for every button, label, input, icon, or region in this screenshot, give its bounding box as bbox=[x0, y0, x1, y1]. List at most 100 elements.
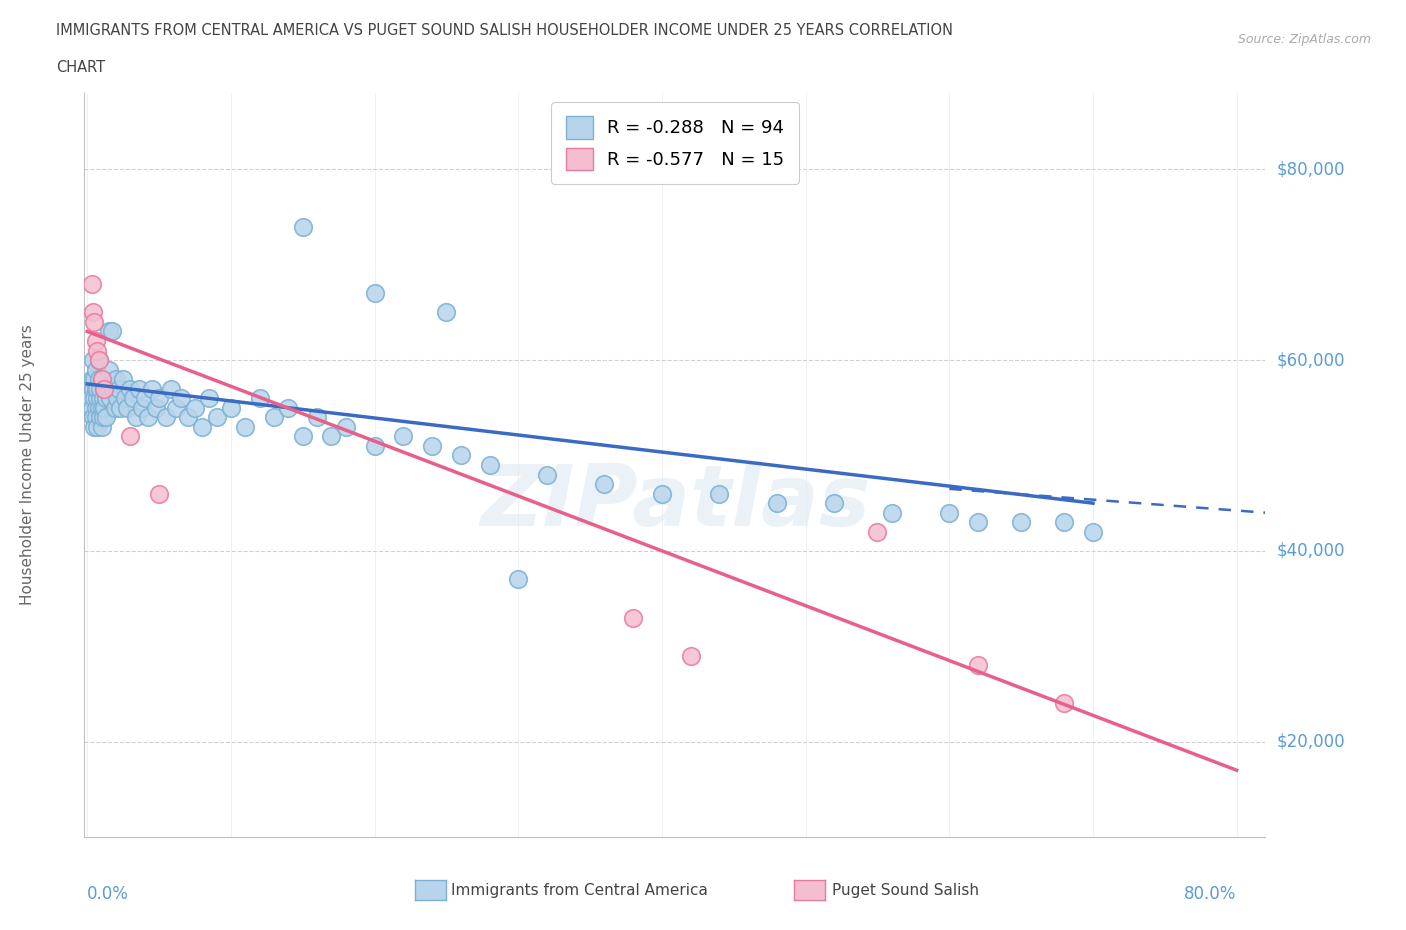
Point bbox=[83, 372, 105, 387]
Point bbox=[134, 391, 156, 405]
Point bbox=[436, 305, 458, 320]
Point bbox=[165, 400, 187, 415]
Point bbox=[82, 410, 104, 425]
Point bbox=[136, 410, 159, 425]
Point bbox=[110, 400, 132, 415]
Point bbox=[93, 381, 115, 396]
Point bbox=[191, 419, 214, 434]
Point bbox=[79, 391, 101, 405]
Point bbox=[621, 610, 644, 625]
Point bbox=[233, 419, 256, 434]
Point bbox=[84, 334, 107, 349]
Point bbox=[263, 410, 285, 425]
Point bbox=[307, 410, 329, 425]
Point bbox=[87, 352, 110, 367]
Point bbox=[145, 400, 167, 415]
Point bbox=[335, 419, 357, 434]
Point bbox=[97, 362, 120, 377]
Point bbox=[155, 410, 177, 425]
Text: Puget Sound Salish: Puget Sound Salish bbox=[832, 883, 980, 897]
Point bbox=[159, 381, 181, 396]
Point bbox=[84, 410, 107, 425]
Point bbox=[86, 343, 108, 358]
Point bbox=[880, 505, 903, 520]
Point bbox=[967, 515, 990, 530]
Point bbox=[205, 410, 228, 425]
Point bbox=[148, 486, 170, 501]
Point bbox=[219, 400, 242, 415]
Point bbox=[103, 400, 125, 415]
Point bbox=[97, 324, 120, 339]
Point bbox=[823, 496, 845, 511]
Point bbox=[82, 381, 104, 396]
Point bbox=[89, 410, 111, 425]
Text: $80,000: $80,000 bbox=[1277, 160, 1346, 179]
Text: Householder Income Under 25 years: Householder Income Under 25 years bbox=[20, 325, 35, 605]
Point bbox=[93, 381, 115, 396]
Point bbox=[125, 410, 148, 425]
Point bbox=[87, 400, 110, 415]
Point bbox=[363, 438, 385, 453]
Point bbox=[131, 400, 153, 415]
Point bbox=[90, 400, 112, 415]
Point bbox=[83, 314, 105, 329]
Text: 0.0%: 0.0% bbox=[87, 884, 129, 903]
Point bbox=[766, 496, 789, 511]
Point bbox=[80, 400, 103, 415]
Point bbox=[86, 391, 108, 405]
Point bbox=[90, 419, 112, 434]
Point bbox=[508, 572, 530, 587]
Point bbox=[450, 448, 472, 463]
Point bbox=[89, 381, 111, 396]
Point bbox=[90, 372, 112, 387]
Point bbox=[86, 419, 108, 434]
Point bbox=[80, 276, 103, 291]
Point bbox=[938, 505, 960, 520]
Point bbox=[141, 381, 163, 396]
Text: $60,000: $60,000 bbox=[1277, 352, 1346, 369]
Point bbox=[593, 477, 616, 492]
Point bbox=[148, 391, 170, 405]
Point bbox=[107, 391, 129, 405]
Text: ZIPatlas: ZIPatlas bbox=[479, 460, 870, 544]
Point bbox=[83, 419, 105, 434]
Text: $40,000: $40,000 bbox=[1277, 542, 1346, 560]
Point bbox=[117, 400, 139, 415]
Text: 80.0%: 80.0% bbox=[1184, 884, 1237, 903]
Point bbox=[91, 410, 114, 425]
Point bbox=[89, 391, 111, 405]
Point bbox=[87, 352, 110, 367]
Point bbox=[108, 381, 131, 396]
Point bbox=[96, 381, 118, 396]
Point bbox=[90, 372, 112, 387]
Point bbox=[651, 486, 673, 501]
Point bbox=[420, 438, 443, 453]
Point bbox=[84, 362, 107, 377]
Point bbox=[84, 400, 107, 415]
Point bbox=[94, 391, 117, 405]
Point bbox=[177, 410, 200, 425]
Point bbox=[87, 372, 110, 387]
Text: Source: ZipAtlas.com: Source: ZipAtlas.com bbox=[1237, 33, 1371, 46]
Text: Immigrants from Central America: Immigrants from Central America bbox=[451, 883, 709, 897]
Point bbox=[104, 372, 127, 387]
Point bbox=[709, 486, 731, 501]
Point bbox=[184, 400, 207, 415]
Point bbox=[277, 400, 299, 415]
Point bbox=[1053, 696, 1076, 711]
Point bbox=[363, 286, 385, 300]
Point bbox=[249, 391, 271, 405]
Point bbox=[98, 391, 121, 405]
Point bbox=[291, 429, 314, 444]
Text: $20,000: $20,000 bbox=[1277, 733, 1346, 751]
Point bbox=[198, 391, 221, 405]
Point bbox=[1010, 515, 1032, 530]
Point bbox=[321, 429, 343, 444]
Point bbox=[392, 429, 415, 444]
Point bbox=[1053, 515, 1076, 530]
Point bbox=[536, 467, 558, 482]
Point bbox=[93, 400, 115, 415]
Point bbox=[679, 648, 702, 663]
Point bbox=[94, 410, 117, 425]
Point bbox=[100, 324, 122, 339]
